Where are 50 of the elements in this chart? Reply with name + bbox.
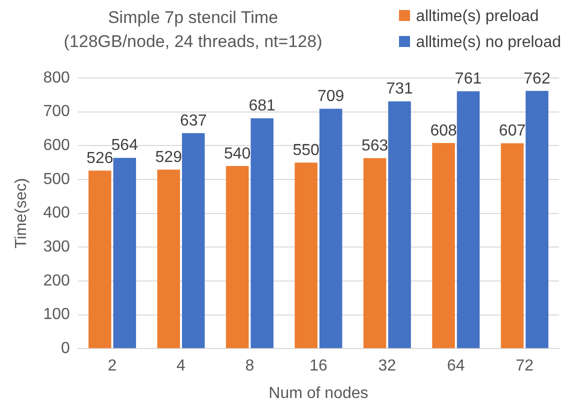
data-label: 709 bbox=[317, 88, 344, 106]
x-tick-label: 8 bbox=[245, 358, 254, 375]
y-tick-label: 800 bbox=[43, 69, 70, 86]
data-label: 550 bbox=[292, 142, 320, 159]
legend-label: alltime(s) preload bbox=[416, 8, 539, 25]
data-label: 607 bbox=[498, 122, 526, 140]
x-tick-label: 32 bbox=[378, 358, 396, 375]
y-tick-label: 500 bbox=[43, 170, 70, 188]
data-label: 761 bbox=[454, 70, 482, 88]
bar bbox=[388, 101, 411, 348]
data-label: 563 bbox=[361, 138, 388, 155]
legend-label: alltime(s) no preload bbox=[416, 34, 561, 51]
x-tick-label: 72 bbox=[516, 358, 534, 375]
y-tick-label: 300 bbox=[43, 238, 70, 256]
data-label: 564 bbox=[111, 137, 138, 154]
bar bbox=[88, 170, 112, 348]
x-tick-label: 4 bbox=[176, 358, 186, 375]
y-axis-title: Time(sec) bbox=[13, 178, 30, 249]
chart-subtitle: (128GB/node, 24 threads, nt=128) bbox=[62, 31, 324, 53]
bar bbox=[182, 133, 205, 348]
bar bbox=[526, 90, 548, 348]
x-axis-title: Num of nodes bbox=[268, 384, 368, 402]
bar bbox=[113, 158, 136, 348]
bar bbox=[319, 108, 342, 348]
y-tick-label: 700 bbox=[43, 103, 70, 120]
bar bbox=[157, 170, 180, 348]
x-tick-label: 16 bbox=[310, 358, 328, 375]
bar bbox=[363, 158, 386, 348]
data-label: 637 bbox=[180, 112, 207, 130]
y-tick-label: 400 bbox=[43, 204, 70, 222]
data-label: 526 bbox=[86, 150, 114, 168]
data-label: 608 bbox=[430, 122, 457, 140]
bar bbox=[432, 142, 455, 348]
bar bbox=[500, 143, 524, 348]
data-label: 529 bbox=[155, 149, 182, 166]
y-tick-label: 0 bbox=[60, 340, 70, 358]
y-tick-label: 600 bbox=[43, 137, 70, 154]
data-label: 681 bbox=[248, 98, 276, 115]
y-tick-label: 100 bbox=[43, 306, 70, 324]
bar bbox=[294, 162, 318, 348]
chart-title: Simple 7p stencil Time bbox=[106, 7, 280, 29]
y-tick-label: 200 bbox=[43, 272, 70, 290]
bar bbox=[226, 166, 249, 348]
data-label: 540 bbox=[224, 145, 251, 162]
data-label: 762 bbox=[524, 70, 550, 88]
data-label: 731 bbox=[386, 80, 413, 98]
x-tick-label: 64 bbox=[447, 358, 465, 375]
x-tick-label: 2 bbox=[108, 358, 117, 375]
bar bbox=[456, 91, 480, 348]
bar bbox=[250, 118, 274, 348]
